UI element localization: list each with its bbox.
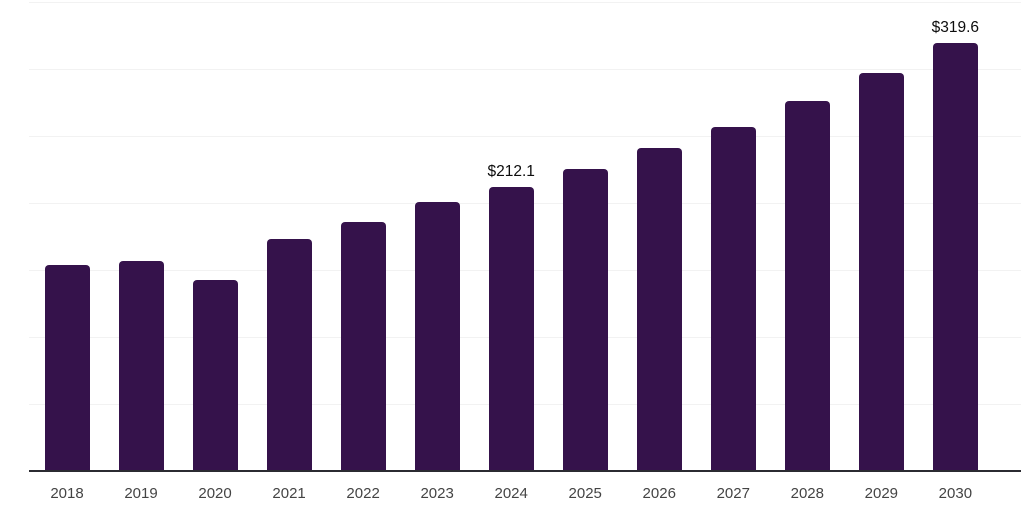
gridline [29, 136, 1021, 137]
x-tick-label-2023: 2023 [420, 485, 454, 502]
x-tick-label-2027: 2027 [716, 485, 750, 502]
x-tick-label-2020: 2020 [198, 485, 232, 502]
bar-2030 [932, 42, 978, 471]
bar-2025 [562, 168, 608, 471]
bar-2019 [118, 260, 164, 471]
bar-2026 [636, 148, 682, 471]
data-label-2030: $319.6 [931, 18, 980, 36]
bar-2028 [784, 101, 830, 471]
bar-2024 [488, 186, 534, 471]
bar-2020 [192, 280, 238, 471]
x-tick-label-2022: 2022 [346, 485, 380, 502]
x-tick-label-2030: 2030 [938, 485, 973, 502]
x-tick-label-2024: 2024 [494, 485, 528, 502]
x-tick-label-2026: 2026 [642, 485, 676, 502]
bar-2029 [858, 73, 904, 471]
bar-2023 [414, 202, 460, 471]
x-tick-label-2021: 2021 [272, 485, 306, 502]
data-label-2024: $212.1 [487, 162, 535, 180]
x-tick-label-2029: 2029 [864, 485, 899, 502]
x-tick-label-2018: 2018 [50, 485, 84, 502]
bar-2027 [710, 126, 756, 471]
bar-2018 [44, 264, 90, 471]
x-tick-label-2019: 2019 [124, 485, 158, 502]
x-tick-label-2025: 2025 [568, 485, 602, 502]
gridline [29, 69, 1021, 70]
x-tick-label-2028: 2028 [790, 485, 824, 502]
gridline [29, 2, 1021, 3]
bar-2021 [266, 239, 312, 471]
bar-2022 [340, 221, 386, 471]
x-axis-line [29, 470, 1021, 472]
